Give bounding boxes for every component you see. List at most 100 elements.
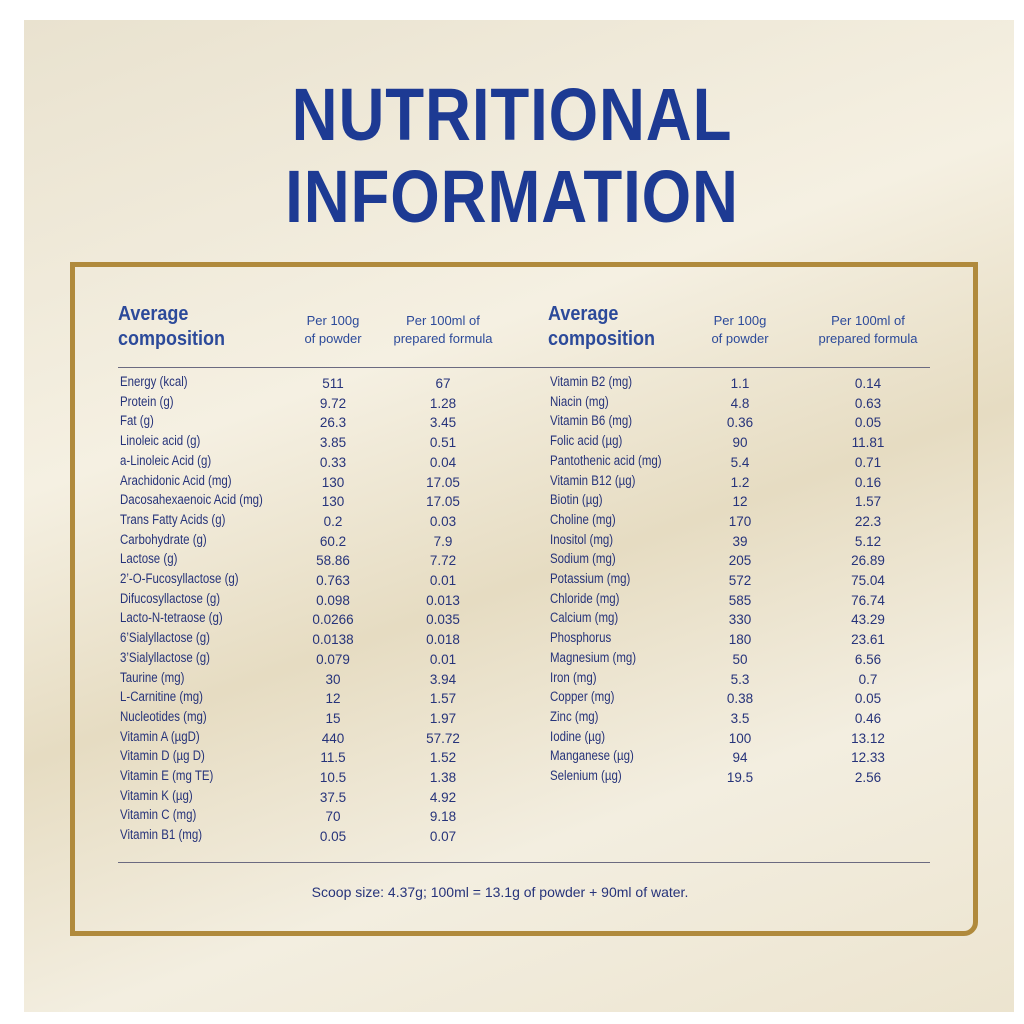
nutrient-name: Arachidonic Acid (mg) [120, 472, 232, 488]
per-100ml: 1.38 [429, 770, 457, 785]
nutrient-name: Folic acid (µg) [550, 433, 623, 449]
nutrient-name: Phosphorus [550, 630, 612, 646]
header-label: prepared formula [818, 331, 918, 346]
per-100ml: 2.56 [854, 770, 882, 785]
nutrient-name: Choline (mg) [550, 511, 616, 527]
per-100g: 0.05 [319, 829, 347, 845]
per-100ml: 1.28 [429, 395, 457, 411]
per-100ml: 0.01 [429, 573, 457, 588]
header-label: prepared formula [393, 331, 493, 346]
per-100g: 585 [728, 592, 752, 608]
per-100ml: 0.04 [429, 454, 457, 470]
per-100g: 30 [325, 671, 341, 687]
title-line: INFORMATION [285, 155, 739, 238]
header-label: Per 100g [306, 313, 360, 328]
per-100ml: 1.57 [854, 494, 882, 510]
per-100ml: 0.013 [426, 592, 460, 608]
nutrient-name: Taurine (mg) [120, 669, 185, 685]
nutrient-name: 6’Sialyllactose (g) [120, 630, 210, 646]
nutrient-name: Lactose (g) [120, 551, 178, 567]
per-100g: 12 [732, 494, 748, 510]
per-100g: 572 [728, 573, 752, 588]
header-label: Per 100ml of [831, 313, 905, 328]
per-100g: 0.38 [726, 691, 754, 707]
per-100g: 3.85 [319, 435, 347, 451]
header-label: Per 100g [713, 313, 767, 328]
per-100ml: 0.71 [854, 454, 882, 470]
nutrient-name: Vitamin B1 (mg) [120, 827, 203, 843]
per-100g: 0.763 [316, 573, 350, 588]
nutrient-name: Sodium (mg) [550, 551, 616, 567]
nutrient-name: Selenium (µg) [550, 768, 622, 783]
per-100g: 60.2 [319, 533, 347, 549]
nutrient-name: Pantothenic acid (mg) [550, 452, 662, 468]
nutrient-name: Iron (mg) [550, 669, 597, 685]
per-100ml: 7.72 [429, 553, 457, 569]
nutrient-name: Vitamin E (mg TE) [120, 768, 214, 783]
per-100ml: 0.14 [854, 376, 882, 391]
per-100ml: 0.7 [858, 671, 878, 687]
per-100ml: 0.05 [854, 415, 882, 431]
nutrient-name: Trans Fatty Acids (g) [120, 511, 226, 527]
per-100g: 39 [732, 533, 748, 549]
per-100ml: 1.52 [429, 750, 457, 766]
per-100ml: 7.9 [433, 533, 453, 549]
per-100g: 0.0266 [312, 612, 354, 628]
footnote: Scoop size: 4.37g; 100ml = 13.1g of powd… [311, 884, 689, 900]
nutrient-name: Vitamin K (µg) [120, 787, 193, 803]
per-100ml: 0.035 [426, 612, 460, 628]
nutrient-name: Manganese (µg) [550, 748, 634, 764]
per-100ml: 0.46 [854, 710, 882, 726]
nutrient-name: Potassium (mg) [550, 571, 631, 586]
per-100ml: 75.04 [851, 573, 885, 588]
per-100ml: 0.03 [429, 513, 457, 529]
per-100g: 12 [325, 691, 341, 707]
nutrient-name: Inositol (mg) [550, 531, 614, 547]
per-100ml: 22.3 [854, 513, 882, 529]
per-100g: 440 [321, 730, 345, 746]
background [24, 20, 1014, 1012]
per-100ml: 6.56 [854, 651, 882, 667]
per-100g: 180 [728, 632, 752, 648]
per-100ml: 17.05 [426, 474, 460, 490]
header-label: of powder [711, 331, 769, 346]
per-100ml: 11.81 [851, 435, 885, 451]
header-label: composition [548, 328, 656, 350]
per-100g: 9.72 [319, 395, 347, 411]
per-100ml: 1.57 [429, 691, 457, 707]
nutrient-name: Calcium (mg) [550, 610, 619, 626]
per-100g: 11.5 [320, 750, 346, 766]
nutrient-name: Iodine (µg) [550, 728, 606, 744]
per-100g: 0.079 [316, 651, 350, 667]
per-100ml: 4.92 [429, 789, 457, 805]
header-label: composition [118, 328, 226, 350]
nutrient-name: Linoleic acid (g) [120, 433, 201, 449]
title-line: NUTRITIONAL [291, 73, 733, 156]
per-100ml: 0.01 [429, 651, 457, 667]
per-100ml: 5.12 [854, 533, 882, 549]
per-100g: 15 [325, 710, 341, 726]
header-label: Average [118, 303, 189, 325]
per-100g: 130 [321, 474, 345, 490]
nutrient-name: 2’-O-Fucosyllactose (g) [120, 571, 239, 586]
per-100g: 100 [728, 730, 752, 746]
per-100ml: 67 [435, 376, 451, 391]
nutrient-name: Energy (kcal) [120, 374, 188, 389]
per-100g: 90 [732, 435, 748, 451]
nutrient-name: Vitamin D (µg D) [120, 748, 205, 764]
nutrient-name: a-Linoleic Acid (g) [120, 452, 212, 468]
per-100ml: 0.51 [429, 435, 457, 451]
per-100ml: 0.63 [854, 395, 882, 411]
per-100g: 170 [728, 513, 752, 529]
per-100g: 130 [321, 494, 345, 510]
per-100g: 26.3 [319, 415, 347, 431]
per-100g: 330 [728, 612, 752, 628]
nutrient-name: Carbohydrate (g) [120, 531, 207, 547]
per-100ml: 43.29 [851, 612, 885, 628]
per-100g: 4.8 [730, 395, 750, 411]
nutrient-name: Protein (g) [120, 393, 174, 409]
per-100ml: 0.05 [854, 691, 882, 707]
per-100ml: 3.45 [429, 415, 457, 431]
per-100g: 3.5 [730, 710, 750, 726]
